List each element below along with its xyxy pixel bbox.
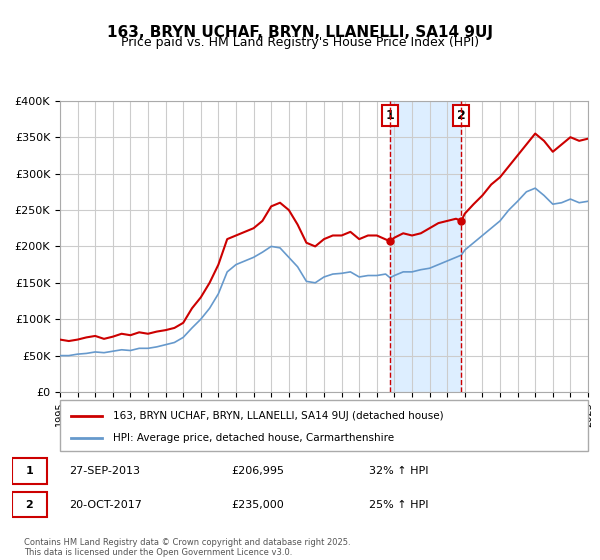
Text: Price paid vs. HM Land Registry's House Price Index (HPI): Price paid vs. HM Land Registry's House …	[121, 36, 479, 49]
Text: Contains HM Land Registry data © Crown copyright and database right 2025.
This d: Contains HM Land Registry data © Crown c…	[24, 538, 350, 557]
Text: 1: 1	[386, 109, 394, 122]
Text: 20-OCT-2017: 20-OCT-2017	[70, 500, 142, 510]
Text: 163, BRYN UCHAF, BRYN, LLANELLI, SA14 9UJ (detached house): 163, BRYN UCHAF, BRYN, LLANELLI, SA14 9U…	[113, 410, 443, 421]
FancyBboxPatch shape	[12, 492, 47, 517]
Text: 1: 1	[25, 466, 33, 476]
Text: 163, BRYN UCHAF, BRYN, LLANELLI, SA14 9UJ: 163, BRYN UCHAF, BRYN, LLANELLI, SA14 9U…	[107, 25, 493, 40]
Text: HPI: Average price, detached house, Carmarthenshire: HPI: Average price, detached house, Carm…	[113, 433, 394, 443]
Text: 2: 2	[457, 109, 466, 122]
Text: 2: 2	[25, 500, 33, 510]
Text: 32% ↑ HPI: 32% ↑ HPI	[369, 466, 428, 476]
Text: 25% ↑ HPI: 25% ↑ HPI	[369, 500, 428, 510]
Bar	[390, 101, 461, 392]
Text: £235,000: £235,000	[231, 500, 284, 510]
Text: 27-SEP-2013: 27-SEP-2013	[70, 466, 140, 476]
FancyBboxPatch shape	[60, 400, 588, 451]
FancyBboxPatch shape	[12, 458, 47, 484]
Text: £206,995: £206,995	[231, 466, 284, 476]
